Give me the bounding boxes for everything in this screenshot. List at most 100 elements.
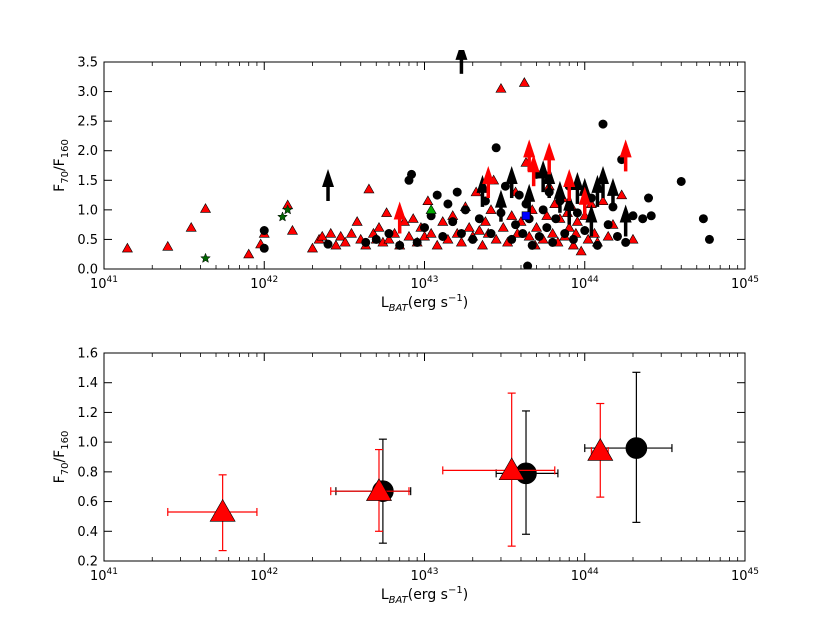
x-tick-label: 1042 — [250, 275, 278, 292]
triangle-point — [437, 216, 449, 226]
triangle-point — [335, 230, 347, 241]
circle-point — [560, 229, 570, 239]
triangle-point — [351, 216, 363, 226]
circle-point — [644, 193, 654, 203]
triangle-point — [571, 216, 583, 226]
triangle-point — [563, 221, 575, 232]
circle-point — [412, 237, 422, 247]
circle-point — [638, 214, 648, 224]
star-point — [200, 252, 211, 263]
triangle-point — [425, 227, 437, 238]
x-tick-label: 1043 — [411, 275, 439, 292]
error-bar — [167, 474, 258, 552]
triangle-point — [381, 207, 393, 217]
top-scatter-panel: 1041 1042 1043 1044 1045 0.0 0.5 1.0 1.5 2.0 2.5 3.… — [52, 50, 759, 314]
triangle-point — [495, 83, 507, 93]
circle-point — [534, 231, 544, 241]
triangle-point — [383, 233, 395, 244]
y-tick-label: 0.0 — [77, 263, 98, 278]
upper-limit-arrow — [563, 168, 576, 201]
upper-limit-arrow — [455, 50, 468, 74]
upper-limit-arrow — [393, 201, 406, 234]
upper-limit-arrow — [537, 160, 550, 193]
upper-limit-arrow — [619, 139, 632, 172]
y-tick-label: 1.2 — [77, 406, 98, 421]
upper-limit-arrow — [606, 177, 619, 210]
triangle-point — [541, 210, 553, 220]
y-tick-label: 0.6 — [77, 495, 98, 510]
triangle-point — [398, 216, 410, 226]
upper-limit-arrow — [543, 142, 556, 175]
circle-point — [572, 208, 582, 218]
triangle-point — [485, 204, 497, 214]
circle-point — [514, 190, 524, 200]
triangle-point — [575, 245, 587, 256]
circle-point — [527, 240, 537, 250]
circle-point — [551, 214, 561, 224]
x-tick-label: 1043 — [411, 567, 439, 584]
upper-limit-arrow — [597, 166, 610, 199]
circle-point — [432, 190, 442, 200]
star-point — [282, 204, 294, 215]
upper-limit-arrow — [482, 166, 495, 199]
triangle-point — [363, 183, 375, 194]
triangle-point — [597, 195, 609, 206]
triangle-point — [463, 221, 475, 232]
triangle-point — [518, 77, 530, 87]
triangle-point — [199, 203, 212, 213]
x-axis-label: LBAT(erg s−1) — [381, 293, 468, 314]
upper-limit-arrow — [563, 192, 576, 225]
x-tick-label: 1044 — [571, 275, 599, 292]
circle-point — [474, 214, 484, 224]
triangle-point — [403, 230, 415, 241]
y-tick-label: 0.4 — [77, 525, 98, 540]
x-tick-label: 1041 — [90, 567, 118, 584]
triangle-point — [455, 236, 467, 247]
error-bar — [442, 392, 556, 547]
triangle-point — [185, 221, 197, 232]
circle-point — [621, 237, 631, 247]
circle-point — [419, 223, 429, 233]
y-tick-label: 1.0 — [77, 203, 98, 218]
y-tick-label: 0.8 — [77, 465, 98, 480]
circle-point — [542, 223, 552, 233]
y-tick-label: 1.6 — [77, 347, 98, 362]
x-tick-label: 1041 — [90, 275, 118, 292]
triangle-point — [498, 457, 525, 481]
circle-point — [698, 214, 708, 224]
circle-point — [676, 176, 686, 186]
triangle-point — [490, 233, 502, 244]
circle-point — [448, 217, 458, 227]
circle-point — [507, 234, 517, 244]
triangle-point — [121, 242, 133, 253]
circle-point — [580, 226, 590, 236]
y-tick-label: 1.4 — [77, 376, 98, 391]
triangle-point — [587, 437, 614, 461]
triangle-point — [547, 227, 559, 238]
triangle-point — [473, 224, 485, 235]
circle-point — [603, 220, 613, 230]
circle-point — [407, 169, 417, 179]
circle-point — [491, 143, 501, 153]
y-tick-label: 1.5 — [77, 174, 98, 189]
x-tick-label: 1042 — [250, 567, 278, 584]
triangle-point — [567, 239, 579, 250]
y-tick-label: 3.0 — [77, 85, 98, 100]
y-tick-label: 3.5 — [77, 56, 98, 71]
circle-point — [511, 220, 521, 230]
circle-point — [395, 240, 405, 250]
triangle-point — [422, 195, 434, 206]
circle-point — [468, 234, 478, 244]
plot-area — [167, 371, 673, 552]
circle-point — [371, 234, 381, 244]
triangle-point — [325, 227, 337, 238]
triangle-point — [243, 248, 255, 259]
triangle-point — [602, 230, 614, 241]
y-tick-label: 1.0 — [77, 436, 98, 451]
circle-point — [456, 229, 466, 239]
upper-limit-arrow — [527, 154, 540, 187]
x-tick-label: 1045 — [731, 275, 759, 292]
circle-point — [443, 199, 453, 209]
triangle-point — [330, 239, 342, 250]
